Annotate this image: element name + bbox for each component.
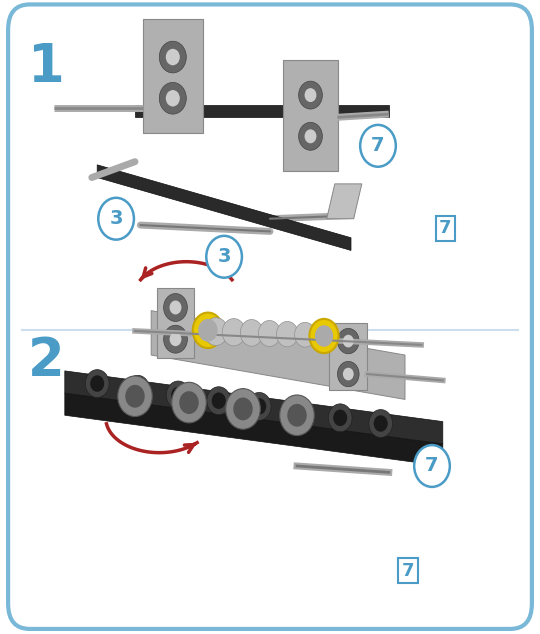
- Circle shape: [374, 415, 388, 432]
- Circle shape: [328, 404, 352, 432]
- Polygon shape: [284, 60, 338, 171]
- Text: 1: 1: [28, 41, 64, 93]
- Text: 3: 3: [217, 247, 231, 266]
- Circle shape: [315, 325, 333, 347]
- Circle shape: [172, 382, 206, 423]
- Circle shape: [258, 321, 281, 347]
- Polygon shape: [327, 184, 362, 219]
- Polygon shape: [143, 19, 202, 133]
- Polygon shape: [65, 393, 443, 466]
- Polygon shape: [157, 288, 194, 358]
- Polygon shape: [65, 371, 443, 444]
- Circle shape: [170, 301, 181, 314]
- Circle shape: [166, 381, 190, 409]
- Circle shape: [276, 321, 298, 347]
- Circle shape: [125, 385, 145, 408]
- Text: 7: 7: [426, 456, 438, 476]
- Circle shape: [299, 122, 322, 150]
- Circle shape: [288, 398, 312, 426]
- Circle shape: [126, 375, 150, 403]
- Circle shape: [193, 313, 223, 348]
- Polygon shape: [329, 323, 367, 390]
- Circle shape: [164, 325, 187, 353]
- Polygon shape: [97, 165, 351, 250]
- Circle shape: [287, 404, 307, 427]
- Circle shape: [414, 445, 450, 487]
- Circle shape: [226, 389, 260, 429]
- Circle shape: [305, 88, 316, 102]
- Circle shape: [233, 398, 253, 420]
- Circle shape: [299, 81, 322, 109]
- Circle shape: [222, 319, 245, 346]
- Circle shape: [159, 82, 186, 114]
- Circle shape: [85, 370, 109, 398]
- Circle shape: [252, 398, 266, 415]
- Circle shape: [166, 49, 180, 65]
- Circle shape: [309, 319, 339, 353]
- Circle shape: [369, 410, 393, 437]
- Circle shape: [171, 387, 185, 403]
- Circle shape: [159, 41, 186, 73]
- Circle shape: [204, 318, 228, 346]
- Circle shape: [118, 376, 152, 417]
- Circle shape: [170, 332, 181, 346]
- Circle shape: [90, 375, 104, 392]
- Circle shape: [295, 322, 315, 347]
- FancyBboxPatch shape: [8, 4, 532, 629]
- Circle shape: [333, 410, 347, 426]
- Text: 3: 3: [109, 209, 123, 228]
- Circle shape: [247, 392, 271, 420]
- Text: 7: 7: [372, 136, 384, 155]
- Circle shape: [338, 328, 359, 354]
- Circle shape: [207, 387, 231, 415]
- Text: 7: 7: [439, 219, 452, 237]
- Circle shape: [179, 391, 199, 414]
- Circle shape: [280, 395, 314, 436]
- Circle shape: [343, 335, 354, 347]
- Circle shape: [98, 198, 134, 240]
- Circle shape: [166, 90, 180, 107]
- Circle shape: [131, 381, 145, 398]
- Circle shape: [164, 294, 187, 321]
- Circle shape: [240, 320, 263, 346]
- Polygon shape: [151, 311, 405, 399]
- Circle shape: [305, 129, 316, 143]
- Circle shape: [206, 236, 242, 278]
- Circle shape: [343, 368, 354, 380]
- Circle shape: [212, 392, 226, 409]
- Circle shape: [360, 125, 396, 167]
- Polygon shape: [135, 105, 389, 117]
- Circle shape: [293, 404, 307, 420]
- Text: 2: 2: [28, 335, 64, 387]
- Text: 7: 7: [401, 562, 414, 579]
- Circle shape: [198, 319, 218, 342]
- Circle shape: [338, 361, 359, 387]
